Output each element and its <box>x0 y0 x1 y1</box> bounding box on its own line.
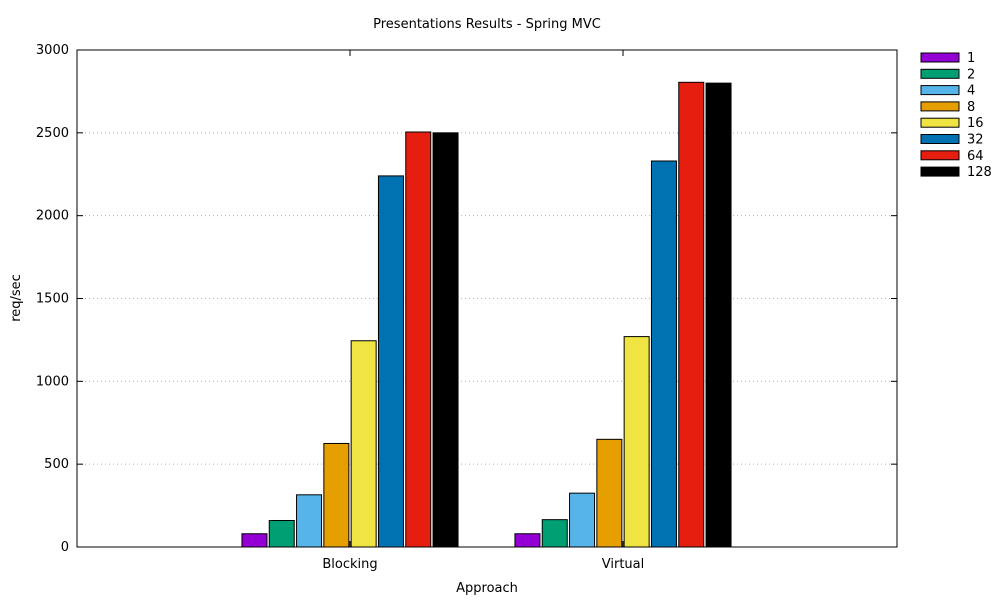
bar-blocking-4 <box>296 494 323 548</box>
bar-virtual-1 <box>514 533 541 548</box>
bar-blocking-1 <box>241 533 268 548</box>
legend-swatch-16 <box>920 117 960 128</box>
legend-swatch-128 <box>920 166 960 177</box>
legend-label: 64 <box>967 149 984 164</box>
y-tick-label: 2000 <box>36 209 69 224</box>
legend-swatch-1 <box>920 52 960 63</box>
legend-label: 2 <box>967 67 975 82</box>
bars <box>241 81 732 548</box>
legend-label: 8 <box>967 100 975 115</box>
bar-blocking-128 <box>432 132 459 548</box>
y-tick-label: 500 <box>44 457 69 472</box>
y-tick-label: 0 <box>61 540 69 555</box>
legend-swatch-8 <box>920 101 960 112</box>
bar-virtual-64 <box>678 81 705 548</box>
legend-swatch-32 <box>920 134 960 144</box>
bar-blocking-2 <box>268 519 295 548</box>
legend-swatch-2 <box>920 68 960 79</box>
bar-virtual-8 <box>596 438 623 548</box>
bar-blocking-32 <box>377 175 404 548</box>
bar-virtual-4 <box>569 492 596 548</box>
grid-lines <box>77 132 897 465</box>
legend-label: 32 <box>967 133 984 148</box>
y-axis-ticks: 0 500 1000 1500 2000 2500 3000 <box>36 43 897 555</box>
legend-swatch-64 <box>920 150 960 161</box>
y-axis-label: req/sec <box>9 274 24 322</box>
y-tick-label: 2500 <box>36 126 69 141</box>
bar-virtual-32 <box>650 160 677 548</box>
y-tick-label: 1500 <box>36 292 69 307</box>
y-tick-label: 1000 <box>36 374 69 389</box>
legend-swatch-4 <box>920 85 960 96</box>
x-tick-label: Virtual <box>602 557 644 572</box>
x-axis-ticks: Blocking Virtual <box>322 50 644 572</box>
bar-virtual-2 <box>541 519 568 548</box>
legend-label: 128 <box>967 165 992 180</box>
legend-label: 16 <box>967 116 984 131</box>
bar-blocking-8 <box>323 442 350 548</box>
bar-virtual-128 <box>705 82 732 548</box>
bar-blocking-64 <box>405 131 432 548</box>
legend-label: 1 <box>967 51 975 66</box>
y-tick-label: 3000 <box>36 43 69 58</box>
legend-label: 4 <box>967 84 975 99</box>
bar-blocking-16 <box>350 340 377 548</box>
x-tick-label: Blocking <box>322 557 377 572</box>
bar-virtual-16 <box>623 336 650 548</box>
chart-title: Presentations Results - Spring MVC <box>373 17 601 32</box>
x-axis-label: Approach <box>456 581 518 596</box>
